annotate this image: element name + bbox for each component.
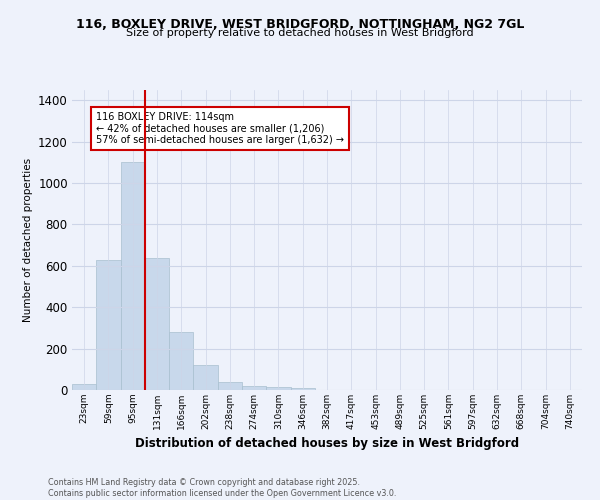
Bar (193, 365, 218, 390)
Bar (96, 260, 121, 390)
X-axis label: Distribution of detached houses by size in West Bridgford: Distribution of detached houses by size … (135, 438, 519, 450)
Bar (145, 258, 169, 390)
Bar (290, 388, 315, 390)
Bar (242, 386, 266, 390)
Text: 116 BOXLEY DRIVE: 114sqm
← 42% of detached houses are smaller (1,206)
57% of sem: 116 BOXLEY DRIVE: 114sqm ← 42% of detach… (96, 112, 344, 145)
Bar (266, 387, 290, 390)
Text: Size of property relative to detached houses in West Bridgford: Size of property relative to detached ho… (126, 28, 474, 38)
Bar (72, 384, 96, 390)
Text: Contains HM Land Registry data © Crown copyright and database right 2025.
Contai: Contains HM Land Registry data © Crown c… (48, 478, 397, 498)
Bar (121, 162, 145, 390)
Bar (169, 332, 193, 390)
Text: 116, BOXLEY DRIVE, WEST BRIDGFORD, NOTTINGHAM, NG2 7GL: 116, BOXLEY DRIVE, WEST BRIDGFORD, NOTTI… (76, 18, 524, 30)
Bar (218, 382, 242, 390)
Y-axis label: Number of detached properties: Number of detached properties (23, 158, 32, 322)
